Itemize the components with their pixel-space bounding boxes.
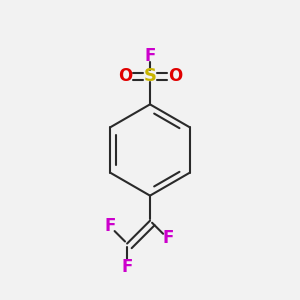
Text: F: F	[104, 218, 116, 236]
Text: O: O	[168, 68, 182, 85]
Text: O: O	[118, 68, 132, 85]
Text: F: F	[144, 47, 156, 65]
Text: F: F	[122, 257, 133, 275]
Text: S: S	[143, 68, 157, 85]
Text: F: F	[162, 230, 173, 247]
